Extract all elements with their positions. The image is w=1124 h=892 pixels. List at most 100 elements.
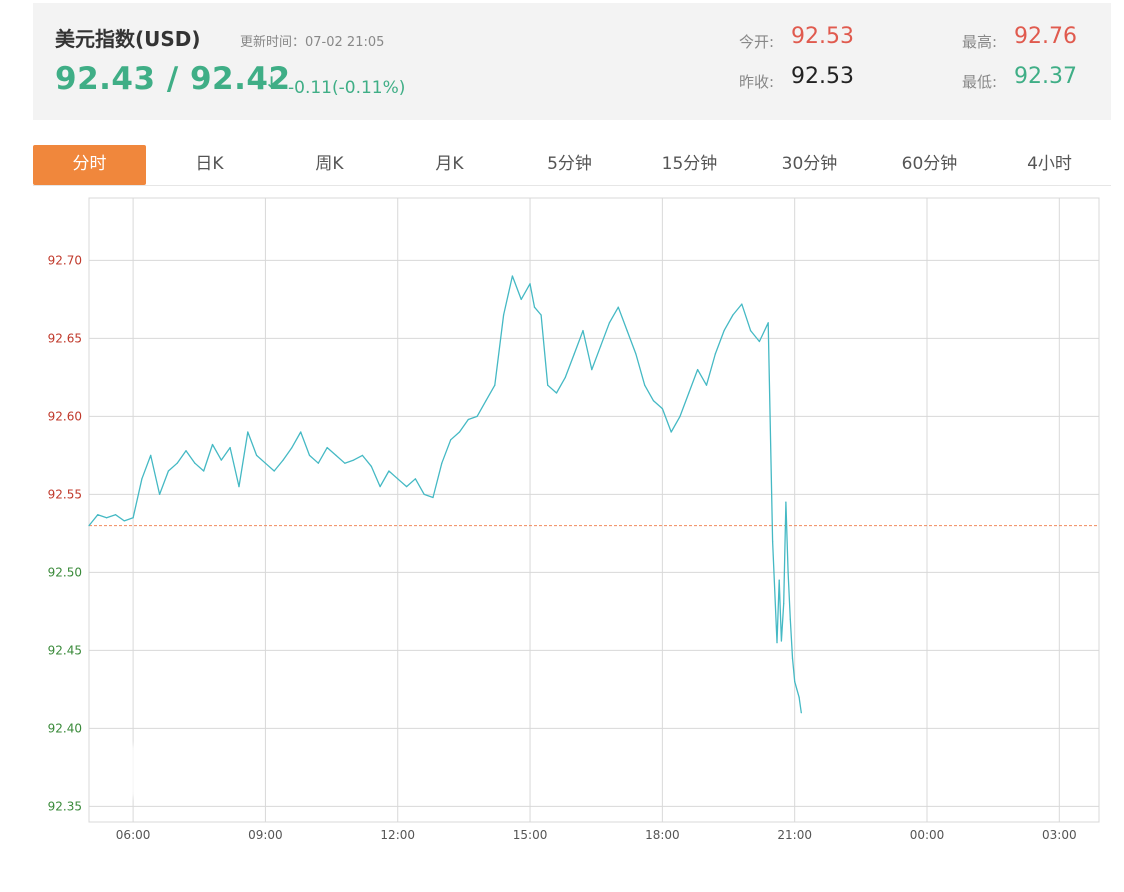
price-point bbox=[167, 470, 169, 472]
price-point bbox=[458, 431, 461, 433]
price-point bbox=[555, 392, 558, 394]
price-point bbox=[785, 501, 787, 503]
price-point bbox=[494, 384, 496, 386]
price-point bbox=[652, 400, 655, 402]
price-point bbox=[344, 462, 346, 464]
price-point bbox=[150, 454, 152, 456]
tab-intraday[interactable]: 分时 bbox=[33, 145, 146, 185]
watermark bbox=[110, 745, 260, 797]
price-point bbox=[670, 431, 672, 433]
x-tick-label: 21:00 bbox=[777, 828, 812, 842]
price-point bbox=[533, 306, 536, 308]
price-point bbox=[591, 369, 593, 371]
price-point bbox=[608, 322, 611, 324]
price-point bbox=[106, 517, 108, 519]
x-tick-label: 18:00 bbox=[645, 828, 680, 842]
x-tick-label: 15:00 bbox=[513, 828, 548, 842]
y-tick-label: 92.65 bbox=[48, 331, 82, 345]
tab-60min[interactable]: 60分钟 bbox=[901, 154, 958, 174]
tab-5min[interactable]: 5分钟 bbox=[547, 154, 592, 174]
price-point bbox=[379, 486, 381, 488]
price-point bbox=[432, 496, 434, 499]
price-point bbox=[229, 447, 231, 449]
high-value: 92.76 bbox=[1014, 24, 1077, 49]
price-point bbox=[141, 478, 143, 480]
price-point bbox=[758, 340, 760, 343]
price-point bbox=[194, 462, 196, 464]
price-point bbox=[335, 454, 337, 456]
tab-daily-k[interactable]: 日K bbox=[195, 154, 224, 174]
price-point bbox=[485, 400, 487, 402]
price-point bbox=[123, 520, 125, 522]
price-point bbox=[617, 306, 619, 308]
price-point bbox=[800, 712, 802, 714]
tab-4hour[interactable]: 4小时 bbox=[1027, 154, 1072, 174]
tab-30min[interactable]: 30分钟 bbox=[781, 154, 838, 174]
x-tick-label: 12:00 bbox=[380, 828, 415, 842]
price-line bbox=[88, 275, 802, 713]
price-point bbox=[749, 330, 752, 332]
price-point bbox=[370, 465, 372, 467]
price-point bbox=[778, 579, 780, 581]
price-point bbox=[529, 283, 531, 285]
price-change: -0.11(-0.11%) bbox=[288, 78, 406, 98]
plot-frame bbox=[88, 197, 1100, 823]
price-point bbox=[626, 330, 628, 332]
open-label: 今开: bbox=[739, 33, 775, 51]
price-point bbox=[211, 443, 214, 446]
price-point bbox=[353, 459, 355, 461]
price-point bbox=[308, 454, 311, 456]
chart-period-tabs: 分时 日K 周K 月K 5分钟 15分钟 30分钟 60分钟 4小时 bbox=[33, 145, 1111, 186]
price-point bbox=[772, 540, 774, 542]
price-point bbox=[361, 454, 364, 456]
price-point bbox=[783, 603, 785, 605]
tab-weekly-k[interactable]: 周K bbox=[315, 154, 344, 174]
x-tick-label: 03:00 bbox=[1042, 828, 1077, 842]
update-time: 更新时间：07-02 21:05 bbox=[240, 31, 384, 50]
price-point bbox=[564, 376, 566, 378]
price-point bbox=[796, 688, 798, 691]
price-point bbox=[723, 330, 725, 332]
price-point bbox=[326, 447, 328, 449]
price-point bbox=[282, 459, 284, 461]
price-point bbox=[397, 478, 399, 480]
price-point bbox=[476, 415, 478, 417]
price-point bbox=[441, 462, 443, 464]
price-point bbox=[798, 696, 800, 698]
tab-monthly-k[interactable]: 月K bbox=[435, 154, 464, 174]
current-price: 92.43 / 92.42 bbox=[55, 61, 291, 97]
price-point bbox=[767, 322, 769, 324]
price-point bbox=[661, 408, 663, 410]
price-point bbox=[787, 571, 789, 574]
price-point bbox=[697, 369, 699, 371]
price-point bbox=[88, 525, 90, 527]
price-point bbox=[467, 418, 469, 421]
price-point bbox=[635, 353, 637, 355]
price-point bbox=[644, 384, 646, 386]
price-point bbox=[450, 439, 452, 441]
price-point bbox=[794, 681, 796, 683]
quote-header: 美元指数(USD) 更新时间：07-02 21:05 92.43 / 92.42… bbox=[33, 3, 1111, 120]
price-point bbox=[600, 345, 602, 347]
price-point bbox=[185, 450, 187, 452]
price-point bbox=[388, 470, 390, 472]
price-point bbox=[414, 478, 416, 480]
price-point bbox=[732, 314, 734, 316]
y-tick-label: 92.50 bbox=[48, 565, 82, 579]
tab-15min[interactable]: 15分钟 bbox=[661, 154, 718, 174]
price-point bbox=[582, 330, 584, 332]
price-point bbox=[405, 486, 408, 488]
price-point bbox=[220, 459, 222, 461]
open-value: 92.53 bbox=[791, 24, 854, 49]
price-point bbox=[776, 642, 778, 644]
price-point bbox=[291, 447, 293, 449]
price-point bbox=[741, 303, 743, 305]
y-tick-label: 92.45 bbox=[48, 643, 82, 657]
x-tick-label: 00:00 bbox=[910, 828, 945, 842]
price-point bbox=[273, 470, 275, 472]
price-point bbox=[688, 392, 690, 394]
price-point bbox=[791, 657, 794, 659]
price-point bbox=[520, 298, 522, 300]
price-point bbox=[158, 493, 161, 495]
